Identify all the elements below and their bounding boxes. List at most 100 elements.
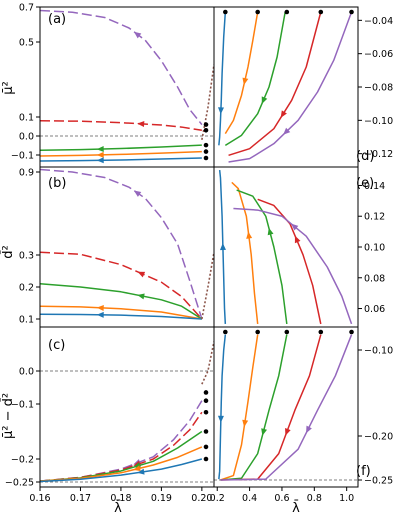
endpoint-dot <box>203 149 209 154</box>
y-tick-label-e: 0.10 <box>364 243 385 254</box>
endpoint-dot <box>203 409 209 415</box>
endpoint-dot <box>284 329 290 335</box>
ylabel-a: μ̄² <box>1 81 16 94</box>
direction-arrow-red <box>280 110 287 118</box>
panel-label-c: (c) <box>48 338 65 353</box>
series-line-blue <box>40 313 202 320</box>
series-line-red <box>40 120 202 132</box>
direction-arrow-green <box>261 428 268 436</box>
xlabel-right: λ̄ <box>292 501 300 516</box>
series-line-purple <box>233 207 353 325</box>
series-line-red <box>40 411 203 482</box>
panel-label-f: (f) <box>356 464 371 479</box>
series-line-green <box>40 144 202 151</box>
series-group-b <box>40 168 214 320</box>
endpoint-dot <box>203 429 209 434</box>
y-tick-label-a: 0.1 <box>19 113 34 124</box>
direction-arrow-orange <box>96 151 104 158</box>
series-line-brown <box>201 341 214 385</box>
endpoint-dot <box>349 9 354 15</box>
series-line-orange <box>40 446 203 482</box>
panel-label-d: (d) <box>356 149 374 164</box>
series-line-blue <box>218 11 227 146</box>
plots-layer: −0.10.00.10.50.70.10.20.30.9−0.25−0.2−0.… <box>5 3 393 505</box>
y-tick-label-d: −0.12 <box>364 149 393 160</box>
y-tick-label-e: 0.12 <box>364 212 385 223</box>
endpoint-dot <box>318 329 324 335</box>
series-group-e <box>218 169 353 325</box>
endpoint-dot <box>255 9 260 15</box>
series-line-orange <box>40 305 202 320</box>
x-tick-label-f: 1.0 <box>339 493 354 504</box>
direction-arrow-green <box>261 96 268 105</box>
direction-arrow-orange <box>133 465 141 472</box>
series-line-blue <box>40 157 202 162</box>
x-tick-label-f: 0.6 <box>274 493 289 504</box>
series-line-green <box>220 334 288 481</box>
endpoint-dot <box>203 122 209 127</box>
panel-label-b: (b) <box>48 176 66 191</box>
series-line-orange <box>224 11 259 135</box>
series-line-orange <box>231 181 259 325</box>
direction-arrow-purple <box>133 31 142 39</box>
y-tick-label-a: 0.5 <box>19 38 34 49</box>
series-line-orange <box>40 150 202 157</box>
panel-d: −0.04 −0.06 −0.08 −0.10 −0.12 <box>213 6 393 168</box>
endpoint-dot <box>203 456 209 462</box>
endpoint-dot <box>203 390 209 395</box>
series-line-purple <box>220 334 353 481</box>
direction-arrow-purple <box>133 190 142 197</box>
direction-arrow-red <box>285 428 291 436</box>
direction-arrow-blue <box>218 107 224 115</box>
y-tick-label-f: −0.25 <box>364 476 393 487</box>
panel-frame-f <box>213 326 359 488</box>
y-tick-label-e: 0.08 <box>364 273 385 284</box>
y-tick-label-d: −0.04 <box>364 16 393 27</box>
direction-arrow-red <box>294 235 301 244</box>
endpoint-dot <box>223 329 228 335</box>
panel-b: 0.1 0.2 0.3 0.9 <box>19 166 215 328</box>
series-line-red <box>257 198 322 325</box>
direction-arrow-blue <box>217 415 224 423</box>
y-tick-label-b: 0.3 <box>19 251 34 262</box>
panel-c: −0.25 −0.2 −0.1 0.0 0.16 0.17 0.18 0.19 0.20 <box>5 326 215 504</box>
ylabel-c: μ̄² − d̄² <box>1 393 16 439</box>
series-line-green <box>40 430 203 482</box>
x-tick-label-f: 0.8 <box>307 493 322 504</box>
y-tick-label-e: 0.14 <box>364 181 385 192</box>
direction-arrow-blue <box>137 468 145 475</box>
x-tick-label-c: 0.19 <box>151 493 172 504</box>
series-line-brown <box>201 64 214 140</box>
y-tick-label-c: 0.0 <box>19 367 34 378</box>
endpoint-dot <box>223 9 228 15</box>
direction-arrow-blue <box>219 243 226 251</box>
series-line-purple <box>40 9 203 126</box>
y-tick-label-f: −0.20 <box>364 432 393 443</box>
xlabel-left: λ̄ <box>114 501 122 516</box>
panel-frame-a <box>39 6 215 168</box>
panel-label-a: (a) <box>48 12 66 27</box>
y-tick-label-a: 0.7 <box>19 3 34 14</box>
y-tick-label-b: 0.9 <box>19 168 34 179</box>
panel-a: −0.1 0.0 0.1 0.5 0.7 <box>11 3 215 168</box>
series-line-purple <box>40 400 203 482</box>
x-tick-label-f: 0.4 <box>242 493 257 504</box>
endpoint-dot <box>203 142 209 148</box>
endpoint-dot <box>203 444 209 450</box>
endpoint-dot <box>203 398 209 404</box>
y-tick-label-c: −0.25 <box>5 478 34 489</box>
series-line-blue <box>218 334 227 480</box>
y-tick-label-c: −0.2 <box>11 455 34 466</box>
y-tick-label-d: −0.06 <box>364 49 393 60</box>
y-tick-label-b: 0.2 <box>19 283 34 294</box>
y-tick-label-f: −0.10 <box>364 346 393 357</box>
series-group-c <box>40 341 214 483</box>
series-line-red <box>220 334 322 481</box>
endpoint-dot <box>349 329 354 335</box>
x-tick-label-c: 0.16 <box>29 493 50 504</box>
direction-arrow-green <box>137 293 145 300</box>
panel-frame-e <box>213 166 359 328</box>
direction-arrow-green <box>267 227 274 236</box>
y-tick-label-b: 0.1 <box>19 315 34 326</box>
